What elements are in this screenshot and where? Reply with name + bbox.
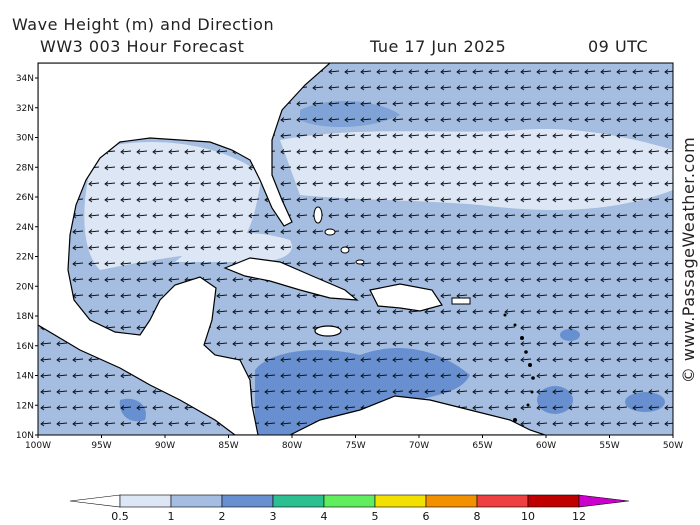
puerto-rico: [451, 297, 471, 305]
colorbar-label: 4: [321, 510, 328, 523]
subtitle: WW3 003 Hour Forecast: [40, 37, 244, 56]
colorbar-over: [578, 494, 630, 508]
credit: © www.PassageWeather.com: [679, 137, 698, 383]
colorbar-segment: [272, 494, 325, 508]
lat-label: 34N: [16, 74, 34, 84]
lon-label: 75W: [345, 441, 365, 451]
lon-label: 80W: [282, 441, 302, 451]
colorbar-label: 6: [423, 510, 430, 523]
lon-label: 85W: [218, 441, 238, 451]
lat-label: 32N: [16, 104, 34, 114]
colorbar-segment: [323, 494, 376, 508]
colorbar-label: 5: [372, 510, 379, 523]
jamaica: [314, 325, 342, 337]
latitude-axis: 34N 32N 30N 28N 26N 24N 22N 20N 18N 16N 14N 12N 10N: [16, 74, 38, 441]
colorbar-under: [69, 494, 121, 508]
title: Wave Height (m) and Direction: [12, 15, 274, 34]
bahamas: [313, 206, 365, 265]
colorbar-segment: [527, 494, 580, 508]
longitude-axis: 100W 95W 90W 85W 80W 75W 70W 65W 60W 55W 50W: [25, 435, 683, 451]
lat-label: 22N: [16, 253, 34, 263]
lon-label: 55W: [599, 441, 619, 451]
south-america-land: [289, 395, 546, 435]
colorbar-segment: [119, 494, 172, 508]
colorbar-label: 3: [270, 510, 277, 523]
colorbar-segment: [425, 494, 478, 508]
lat-label: 12N: [16, 401, 34, 411]
hispaniola: [369, 283, 443, 312]
lat-label: 18N: [16, 312, 34, 322]
lat-label: 28N: [16, 163, 34, 173]
lon-label: 50W: [663, 441, 683, 451]
colorbar-label: 8: [474, 510, 481, 523]
colorbar-label: 1: [168, 510, 175, 523]
lon-label: 60W: [536, 441, 556, 451]
lon-label: 95W: [91, 441, 111, 451]
lon-label: 90W: [155, 441, 175, 451]
lat-label: 10N: [16, 431, 34, 441]
colorbar-label: 10: [521, 510, 535, 523]
lat-label: 16N: [16, 342, 34, 352]
map: [38, 63, 673, 435]
date: Tue 17 Jun 2025: [369, 37, 506, 56]
north-central-america-land: [38, 63, 331, 435]
lon-label: 70W: [409, 441, 429, 451]
lat-label: 30N: [16, 134, 34, 144]
lat-label: 24N: [16, 223, 34, 233]
colorbar-segment: [374, 494, 427, 508]
colorbar-segment: [170, 494, 223, 508]
colorbar: 0.5 1 2 3 4 5 6 8 10 12: [69, 494, 630, 523]
lat-label: 20N: [16, 282, 34, 292]
time: 09 UTC: [588, 37, 648, 56]
lesser-antilles: [503, 313, 535, 422]
colorbar-segment: [221, 494, 274, 508]
colorbar-segment: [476, 494, 529, 508]
lat-label: 14N: [16, 372, 34, 382]
lon-label: 65W: [472, 441, 492, 451]
lon-label: 100W: [25, 441, 51, 451]
cuba: [223, 257, 359, 301]
colorbar-label: 2: [219, 510, 226, 523]
colorbar-label: 12: [572, 510, 586, 523]
lat-label: 26N: [16, 193, 34, 203]
colorbar-label: 0.5: [111, 510, 129, 523]
